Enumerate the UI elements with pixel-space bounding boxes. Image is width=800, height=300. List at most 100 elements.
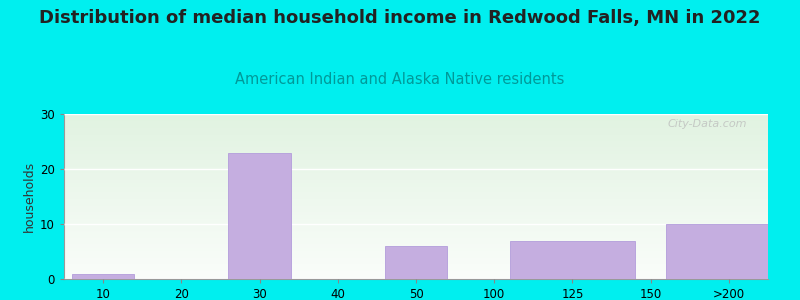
Bar <box>64 130 768 131</box>
Bar <box>64 117 768 118</box>
Bar <box>64 178 768 179</box>
Bar <box>64 251 768 252</box>
Bar <box>64 161 768 162</box>
Bar <box>64 233 768 234</box>
Bar <box>64 168 768 169</box>
Bar <box>64 203 768 204</box>
Bar <box>64 252 768 253</box>
Bar <box>64 145 768 146</box>
Bar <box>64 159 768 160</box>
Bar <box>64 139 768 140</box>
Bar <box>64 243 768 244</box>
Bar <box>64 206 768 207</box>
Bar <box>64 220 768 221</box>
Bar <box>64 216 768 217</box>
Bar <box>64 215 768 216</box>
Bar <box>64 213 768 214</box>
Bar <box>64 202 768 203</box>
Bar <box>64 225 768 226</box>
Bar <box>64 250 768 251</box>
Bar <box>64 158 768 159</box>
Bar <box>64 174 768 175</box>
Bar <box>64 147 768 148</box>
Bar <box>64 148 768 149</box>
Bar <box>64 196 768 197</box>
Bar <box>64 155 768 156</box>
Bar <box>64 276 768 277</box>
Bar <box>64 197 768 198</box>
Bar <box>64 126 768 127</box>
Bar <box>64 125 768 126</box>
Bar <box>385 246 447 279</box>
Bar <box>64 245 768 246</box>
Bar <box>64 137 768 138</box>
Bar <box>64 188 768 189</box>
Bar <box>64 181 768 182</box>
Bar <box>64 219 768 220</box>
Bar <box>64 229 768 230</box>
Bar <box>64 231 768 232</box>
Bar <box>64 143 768 144</box>
Bar <box>64 128 768 129</box>
Bar <box>64 266 768 267</box>
Bar <box>64 173 768 174</box>
Bar <box>64 123 768 124</box>
Text: City-Data.com: City-Data.com <box>667 119 747 129</box>
Bar <box>64 140 768 141</box>
Bar <box>64 169 768 170</box>
Bar <box>64 254 768 255</box>
Bar <box>64 122 768 123</box>
Text: Distribution of median household income in Redwood Falls, MN in 2022: Distribution of median household income … <box>39 9 761 27</box>
Bar <box>64 205 768 206</box>
Bar <box>64 214 768 215</box>
Bar <box>64 256 768 257</box>
Bar <box>64 238 768 239</box>
Bar <box>64 273 768 274</box>
Bar <box>64 253 768 254</box>
Text: American Indian and Alaska Native residents: American Indian and Alaska Native reside… <box>235 72 565 87</box>
Bar <box>64 184 768 185</box>
Bar <box>64 238 768 239</box>
Bar <box>64 142 768 143</box>
Bar <box>666 224 791 279</box>
Bar <box>64 267 768 268</box>
Bar <box>64 228 768 229</box>
Bar <box>64 138 768 139</box>
Bar <box>510 241 635 279</box>
Bar <box>64 124 768 125</box>
Bar <box>64 269 768 270</box>
Bar <box>64 136 768 137</box>
Bar <box>64 152 768 153</box>
Bar <box>64 190 768 191</box>
Bar <box>64 144 768 145</box>
Bar <box>64 199 768 200</box>
Bar <box>64 236 768 237</box>
Bar <box>64 268 768 269</box>
Bar <box>64 210 768 211</box>
Bar <box>64 248 768 249</box>
Bar <box>64 265 768 266</box>
Bar <box>64 221 768 222</box>
Bar <box>64 223 768 224</box>
Bar <box>64 249 768 250</box>
Bar <box>64 153 768 154</box>
Bar <box>64 118 768 119</box>
Bar <box>64 204 768 205</box>
Bar <box>64 241 768 242</box>
Bar <box>64 255 768 256</box>
Bar <box>64 198 768 199</box>
Bar <box>64 186 768 187</box>
Bar <box>64 177 768 178</box>
Bar <box>64 209 768 210</box>
Bar <box>64 227 768 228</box>
Bar <box>64 237 768 238</box>
Bar <box>64 193 768 194</box>
Bar <box>64 133 768 134</box>
Bar <box>64 258 768 259</box>
Bar <box>64 218 768 219</box>
Bar <box>64 187 768 188</box>
Bar <box>64 263 768 264</box>
Bar <box>64 207 768 208</box>
Bar <box>64 200 768 201</box>
Bar <box>64 134 768 135</box>
